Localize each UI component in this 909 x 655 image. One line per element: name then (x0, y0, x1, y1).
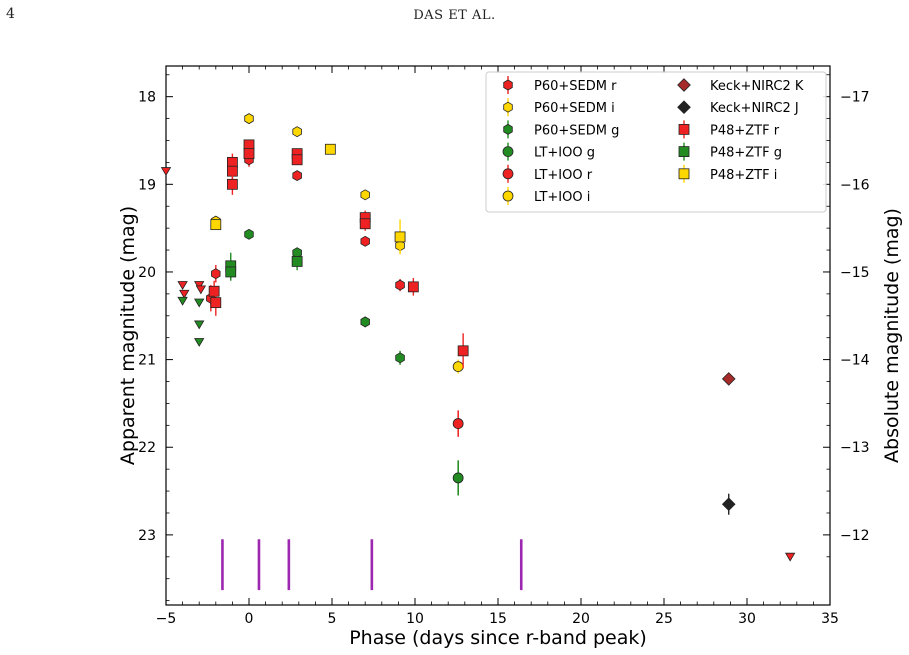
p60-sedm-g-point (395, 352, 405, 364)
lt-ioo-g-point (452, 472, 464, 484)
p60-sedm-i-point (292, 126, 302, 138)
x-tick-label: 20 (572, 611, 590, 627)
p60-sedm-i-point (360, 189, 370, 201)
legend-marker-p60-sedm-i (503, 101, 513, 113)
p48-ztf-r-point (291, 154, 303, 166)
legend-marker-p60-sedm-r (503, 79, 513, 91)
p48-ztf-r-point (226, 178, 238, 190)
legend-marker-keck-nirc2-j (677, 100, 691, 115)
y-tick-label: 22 (138, 440, 156, 456)
x-tick-label: 35 (821, 611, 839, 627)
legend-marker-lt-ioo-g (502, 146, 514, 158)
legend-label-p48-ztf-r: P48+ZTF r (710, 123, 780, 138)
p48-ztf-g-point (225, 266, 237, 278)
legend-box (485, 71, 827, 213)
y-right-tick-label: −13 (840, 440, 870, 456)
legend-marker-p48-ztf-g (678, 146, 690, 158)
p60-sedm-r-point (360, 235, 370, 247)
p48-ztf-i-point (210, 219, 222, 231)
legend-label-p60-sedm-i: P60+SEDM i (534, 101, 615, 116)
y-right-tick-label: −16 (840, 177, 870, 193)
legend-marker-keck-nirc2-k (677, 78, 691, 92)
legend-marker-lt-ioo-r (502, 168, 514, 180)
page-number: 4 (6, 6, 15, 22)
x-tick-label: 10 (406, 611, 424, 627)
legend-label-lt-ioo-r: LT+IOO r (534, 168, 593, 183)
y-tick-label: 23 (138, 528, 156, 544)
x-tick-label: 5 (328, 611, 337, 627)
legend-marker-p48-ztf-r (678, 124, 690, 135)
x-axis-label: Phase (days since r-band peak) (349, 627, 647, 649)
legend-label-p60-sedm-g: P60+SEDM g (534, 123, 619, 138)
p48-ztf-r-point (457, 345, 469, 357)
p60-sedm-g-point (244, 228, 254, 240)
p60-sedm-i-point (244, 113, 254, 125)
p48-ztf-r-point (359, 218, 371, 230)
y-tick-label: 21 (138, 353, 156, 369)
r-upper-limits-point (784, 552, 796, 562)
x-tick-label: 30 (738, 611, 756, 627)
y-right-axis-label: Absolute magnitude (mag) (881, 208, 903, 463)
x-tick-label: 0 (245, 611, 254, 627)
legend-marker-lt-ioo-i (502, 190, 514, 202)
y-tick-label: 19 (138, 177, 156, 193)
g-upper-limits-point (194, 338, 205, 347)
p48-ztf-r-point (243, 148, 255, 160)
y-right-tick-label: −12 (840, 528, 870, 544)
p48-ztf-i-point (394, 231, 406, 243)
p48-ztf-r-point (208, 285, 220, 297)
p48-ztf-i-point (324, 143, 336, 155)
legend-marker-p48-ztf-i (678, 168, 690, 180)
r-upper-limits-point (179, 289, 190, 299)
legend-label-p48-ztf-i: P48+ZTF i (710, 168, 777, 183)
lt-ioo-i-point (452, 361, 464, 373)
legend-label-keck-nirc2-k: Keck+NIRC2 K (710, 79, 804, 94)
legend-marker-p60-sedm-g (503, 123, 513, 135)
p60-sedm-g-point (360, 316, 370, 328)
r-upper-limits-point (160, 167, 172, 177)
p60-sedm-r-point (292, 170, 302, 182)
legend-label-p60-sedm-r: P60+SEDM r (534, 79, 617, 94)
g-upper-limits-point (194, 320, 205, 330)
r-upper-limits-point (194, 281, 205, 290)
legend-label-lt-ioo-g: LT+IOO g (534, 146, 595, 161)
lt-ioo-r-point (452, 418, 464, 429)
p60-sedm-r-point (211, 268, 221, 280)
r-upper-limits-point (177, 281, 188, 290)
p48-ztf-r-point (210, 297, 222, 309)
y-right-tick-label: −14 (840, 353, 870, 369)
legend-label-keck-nirc2-j: Keck+NIRC2 J (710, 101, 799, 116)
g-upper-limits-point (177, 296, 188, 306)
x-tick-label: 15 (489, 611, 507, 627)
x-tick-label: 25 (655, 611, 673, 627)
r-upper-limits-point (195, 285, 207, 295)
p48-ztf-r-point (407, 281, 419, 293)
g-upper-limits-point (194, 298, 205, 308)
keck-nirc2-j-point (721, 497, 736, 512)
p60-sedm-r-point (395, 279, 405, 291)
y-tick-label: 18 (138, 90, 156, 106)
running-head: DAS ET AL. (413, 8, 496, 23)
legend: P60+SEDM r P60+SEDM i P60+SEDM g LT+IOO g LT… (485, 71, 827, 213)
y-right-tick-label: −15 (840, 265, 870, 281)
x-tick-label: −5 (156, 611, 177, 627)
y-axis-label: Apparent magnitude (mag) (117, 206, 139, 465)
legend-label-p48-ztf-g: P48+ZTF g (710, 146, 782, 161)
p48-ztf-g-point (291, 256, 303, 267)
y-right-tick-label: −17 (840, 90, 870, 106)
legend-label-lt-ioo-i: LT+IOO i (534, 190, 590, 205)
keck-nirc2-k-point (721, 372, 736, 386)
y-tick-label: 20 (138, 265, 156, 281)
